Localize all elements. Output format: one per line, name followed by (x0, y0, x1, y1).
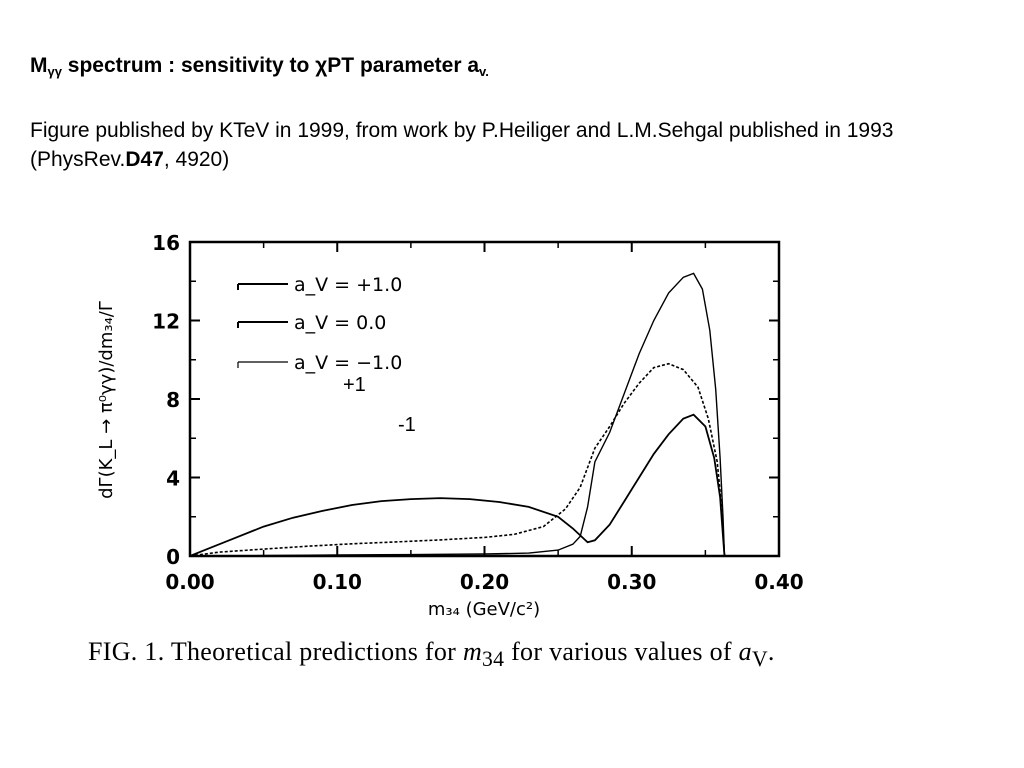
axis-ticks: 0.00 0.10 0.20 0.30 0.40 0 4 8 12 16 (152, 231, 804, 594)
legend-label-plus1: a_V = +1.0 (294, 274, 402, 296)
legend: a_V = +1.0 a_V = 0.0 a_V = −1.0 (237, 274, 402, 374)
x-tick-label: 0.40 (754, 570, 803, 594)
plot-frame (188, 240, 781, 558)
y-tick-label: 16 (152, 231, 180, 255)
slide-subtitle: Figure published by KTeV in 1999, from w… (30, 119, 894, 171)
series-line-av-zero (189, 362, 726, 557)
y-tick-label: 4 (166, 467, 180, 491)
y-tick-label: 12 (152, 310, 180, 334)
series-line-av-minus1 (189, 272, 726, 557)
x-axis-label: m₃₄ (GeV/c²) (428, 599, 540, 620)
slide-title: Mγγ spectrum : sensitivity to χPT parame… (30, 54, 489, 79)
x-tick-label: 0.10 (313, 570, 362, 594)
legend-label-zero: a_V = 0.0 (294, 312, 386, 334)
series-group (189, 272, 726, 557)
y-axis-label: dΓ(K_L → π⁰γγ)/dm₃₄/Γ (96, 301, 117, 499)
series-line-av-plus1 (189, 413, 726, 557)
annotation-minus1: -1 (398, 414, 416, 436)
x-tick-label: 0.00 (165, 570, 214, 594)
figure-caption: FIG. 1. Theoretical predictions for m34 … (88, 637, 775, 672)
x-tick-label: 0.20 (460, 570, 509, 594)
x-tick-label: 0.30 (607, 570, 656, 594)
y-tick-label: 8 (166, 388, 180, 412)
legend-label-minus1: a_V = −1.0 (294, 352, 402, 374)
y-tick-label: 0 (166, 545, 180, 569)
annotation-plus1: +1 (343, 374, 366, 396)
